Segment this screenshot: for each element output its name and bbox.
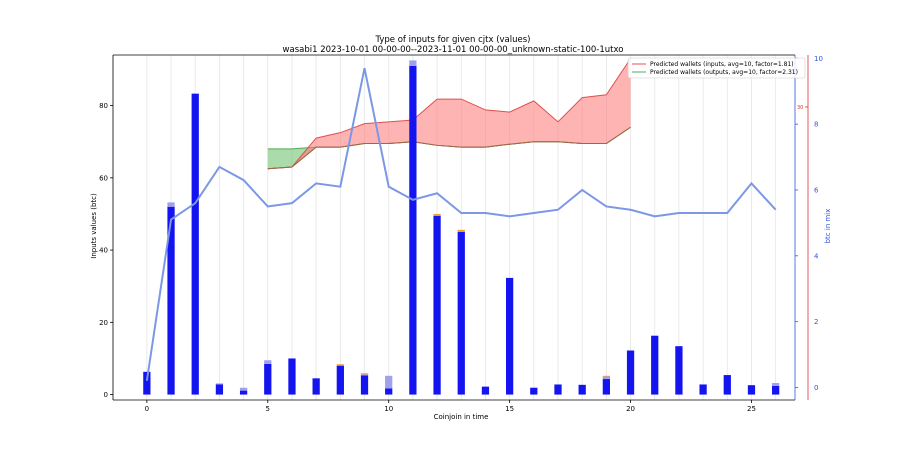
- predicted-inputs-area: [267, 58, 631, 169]
- bar-inputs: [505, 277, 514, 395]
- bar-inputs-stack-light: [772, 383, 780, 386]
- bar-inputs-stack-light: [360, 374, 369, 376]
- bar-inputs: [772, 385, 780, 395]
- y2-tick-label: 2: [814, 318, 818, 326]
- bar-inputs: [312, 378, 320, 395]
- bar-inputs: [288, 358, 296, 395]
- bar-inputs: [578, 384, 586, 395]
- bar-inputs-stack-orange: [457, 229, 465, 233]
- plot-area: 0 5 10 15 20 25 0 20 40 60 80 0 2 4 6 8 10 30 Predicted wa…: [99, 54, 823, 413]
- y-tick-label: 80: [99, 102, 108, 110]
- bar-inputs-stack-orange: [336, 364, 344, 366]
- y-tick-label: 0: [104, 391, 108, 399]
- y2-tick-label: 0: [814, 384, 818, 392]
- bar-inputs: [409, 65, 417, 395]
- bar-inputs: [554, 384, 562, 395]
- bar-inputs: [433, 215, 441, 395]
- y2-tick-label: 4: [814, 252, 819, 260]
- y2-tick-label: 6: [814, 186, 819, 194]
- bar-inputs-stack-light: [264, 360, 272, 364]
- bar-inputs: [143, 371, 151, 395]
- bar-inputs-stack-orange: [433, 213, 441, 216]
- y2-tick-label: 8: [814, 121, 818, 129]
- x-tick-label: 25: [747, 405, 756, 413]
- bar-inputs-stack-light: [602, 376, 610, 380]
- chart-subtitle: wasabi1 2023-10-01 00-00-00--2023-11-01 …: [283, 45, 624, 55]
- bar-inputs: [264, 363, 272, 395]
- y2-tick-label: 10: [814, 55, 823, 63]
- bar-inputs: [360, 375, 369, 395]
- bar-inputs: [626, 350, 635, 395]
- legend-box: [627, 57, 806, 79]
- bar-inputs: [239, 390, 248, 395]
- bar-inputs: [167, 206, 175, 395]
- bar-inputs: [699, 384, 707, 395]
- bar-inputs-stack-light: [385, 375, 393, 389]
- y-axis-label: Inputs values (btc): [90, 193, 98, 259]
- bar-inputs: [215, 384, 224, 395]
- bar-inputs: [457, 232, 465, 395]
- chart-title: Type of inputs for given cjtx (values): [375, 35, 531, 45]
- bar-inputs: [723, 375, 731, 395]
- x-tick-label: 5: [266, 405, 270, 413]
- bar-inputs: [191, 93, 199, 395]
- bar-inputs-stack-light: [409, 60, 417, 66]
- y2-axis-label: btc in mix: [824, 209, 832, 244]
- x-tick-label: 15: [505, 405, 514, 413]
- x-tick-label: 0: [145, 405, 149, 413]
- predicted-inputs-upper-line: [267, 58, 631, 170]
- bar-inputs: [385, 388, 393, 395]
- bar-inputs: [651, 335, 659, 395]
- bar-inputs-stack-orange: [360, 373, 369, 375]
- bar-inputs: [336, 365, 344, 395]
- bar-inputs: [602, 379, 610, 395]
- bar-inputs: [530, 387, 538, 395]
- legend-label-outputs: Predicted wallets (outputs, avg=10, fact…: [650, 69, 798, 76]
- far-right-tick-label: 30: [797, 105, 803, 111]
- bar-inputs: [747, 385, 756, 395]
- bar-inputs-stack-orange: [602, 375, 610, 377]
- legend-label-inputs: Predicted wallets (inputs, avg=10, facto…: [650, 61, 794, 68]
- y-tick-label: 60: [99, 174, 108, 182]
- x-tick-label: 10: [384, 405, 393, 413]
- bar-inputs-stack-light: [215, 383, 224, 385]
- y-tick-label: 40: [99, 247, 108, 255]
- x-axis-label: Coinjoin in time: [434, 413, 489, 421]
- bar-inputs: [481, 386, 490, 395]
- bar-inputs: [675, 346, 683, 395]
- bar-inputs-stack-light: [239, 387, 248, 391]
- bar-inputs-stack-light: [167, 202, 175, 207]
- btc-in-mix-line: [145, 67, 777, 382]
- predicted-inputs-lower-line: [267, 126, 631, 170]
- x-tick-label: 20: [626, 405, 635, 413]
- y-tick-label: 20: [99, 319, 108, 327]
